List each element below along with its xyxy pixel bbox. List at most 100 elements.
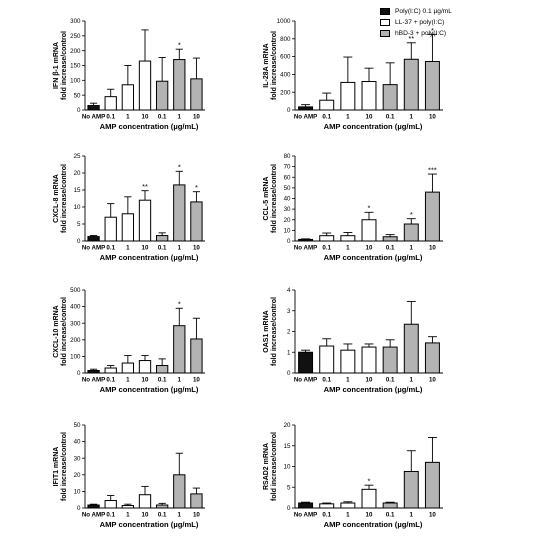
x-axis-label: AMP concentration (µg/mL) xyxy=(100,385,199,394)
bar xyxy=(298,502,314,509)
bar xyxy=(424,342,440,374)
x-tick-label: 10 xyxy=(366,512,373,519)
y-axis-sublabel: fold increase/control xyxy=(271,297,278,366)
x-tick-label: 1 xyxy=(178,512,182,519)
y-tick-label: 20 xyxy=(284,422,291,429)
legend-item-hbd3: hBD-3 + poly(I:C) xyxy=(380,28,452,39)
y-tick-label: 0 xyxy=(77,238,81,245)
legend-label-polyic: Poly(I:C) 0.1 µg/mL xyxy=(395,8,452,15)
x-axis-label: AMP concentration (µg/mL) xyxy=(324,122,423,131)
x-tick-label: No AMP xyxy=(82,245,106,252)
y-axis-label: CXCL-8 mRNA xyxy=(53,174,60,223)
y-tick-label: 10 xyxy=(284,227,291,234)
bar xyxy=(319,503,335,509)
x-tick-label: No AMP xyxy=(294,245,318,252)
bar xyxy=(403,223,419,242)
bar xyxy=(340,502,356,509)
bar xyxy=(361,346,377,374)
bar xyxy=(121,505,135,509)
x-tick-label: 10 xyxy=(366,245,373,252)
y-axis-sublabel: fold increase/control xyxy=(271,432,278,501)
y-tick-label: 1 xyxy=(287,349,291,356)
bar xyxy=(138,60,152,111)
x-tick-label: 10 xyxy=(366,114,373,121)
y-axis-label: IL-28A mRNA xyxy=(263,43,270,87)
y-tick-label: 10 xyxy=(74,204,81,211)
y-tick-label: 2 xyxy=(287,329,291,336)
significance-marker: * xyxy=(431,26,434,35)
y-tick-label: 300 xyxy=(70,18,81,25)
x-tick-label: 0.1 xyxy=(158,114,167,121)
bar xyxy=(361,488,377,509)
y-tick-label: 20 xyxy=(284,217,291,224)
x-tick-label: 10 xyxy=(142,512,149,519)
x-tick-label: No AMP xyxy=(294,512,318,519)
x-tick-label: 10 xyxy=(366,377,373,384)
significance-marker: * xyxy=(178,163,181,172)
bar xyxy=(155,80,169,111)
bar xyxy=(424,191,440,242)
bar xyxy=(424,461,440,509)
x-tick-label: 1 xyxy=(410,114,414,121)
bar xyxy=(121,84,135,111)
x-tick-label: 0.1 xyxy=(386,114,395,121)
y-tick-label: 20 xyxy=(74,170,81,177)
x-tick-label: 0.1 xyxy=(106,114,115,121)
x-tick-label: 10 xyxy=(142,245,149,252)
y-tick-label: 70 xyxy=(284,164,291,171)
bar xyxy=(190,493,203,509)
y-tick-label: 150 xyxy=(70,63,81,70)
y-tick-label: 3 xyxy=(287,308,291,315)
x-tick-label: 0.1 xyxy=(322,114,331,121)
significance-marker: ** xyxy=(142,182,148,191)
legend-label-hbd3: hBD-3 + poly(I:C) xyxy=(395,30,447,37)
y-tick-label: 400 xyxy=(70,304,81,311)
legend-item-ll37: LL-37 + poly(I:C) xyxy=(380,17,452,28)
x-tick-label: 10 xyxy=(429,114,436,121)
bar xyxy=(361,81,377,111)
bar xyxy=(173,184,186,242)
y-tick-label: 250 xyxy=(70,33,81,40)
y-tick-label: 15 xyxy=(284,443,291,450)
x-tick-label: No AMP xyxy=(82,512,106,519)
x-tick-label: 1 xyxy=(178,114,182,121)
x-tick-label: 0.1 xyxy=(322,512,331,519)
y-tick-label: 0 xyxy=(77,107,81,114)
bar xyxy=(173,474,186,509)
y-axis-sublabel: fold increase/control xyxy=(61,432,68,501)
bar xyxy=(340,349,356,374)
bar xyxy=(87,370,100,374)
x-tick-label: No AMP xyxy=(82,114,106,121)
x-tick-label: 10 xyxy=(429,245,436,252)
y-tick-label: 4 xyxy=(287,287,291,294)
x-tick-label: 0.1 xyxy=(106,245,115,252)
bar xyxy=(382,236,398,242)
x-axis-label: AMP concentration (µg/mL) xyxy=(100,520,199,529)
y-axis-label: CCL-5 mRNA xyxy=(263,177,270,221)
significance-marker: *** xyxy=(428,165,437,174)
x-tick-label: 1 xyxy=(346,245,350,252)
bar xyxy=(155,365,169,374)
y-axis-label: OAS1 mRNA xyxy=(263,310,270,352)
bar xyxy=(298,238,314,242)
legend-item-polyic: Poly(I:C) 0.1 µg/mL xyxy=(380,6,452,17)
bar xyxy=(104,96,117,111)
y-tick-label: 20 xyxy=(74,472,81,479)
bar xyxy=(138,199,152,242)
x-tick-label: 1 xyxy=(178,377,182,384)
y-tick-label: 0 xyxy=(287,107,291,114)
significance-marker: * xyxy=(178,300,181,309)
x-tick-label: 1 xyxy=(126,512,130,519)
legend-swatch-polyic xyxy=(380,8,390,15)
y-tick-label: 500 xyxy=(70,287,81,294)
x-tick-label: 0.1 xyxy=(322,245,331,252)
y-axis-sublabel: fold increase/control xyxy=(61,164,68,233)
bar xyxy=(382,84,398,111)
x-tick-label: 1 xyxy=(126,377,130,384)
bar xyxy=(190,338,203,374)
x-axis-label: AMP concentration (µg/mL) xyxy=(324,520,423,529)
